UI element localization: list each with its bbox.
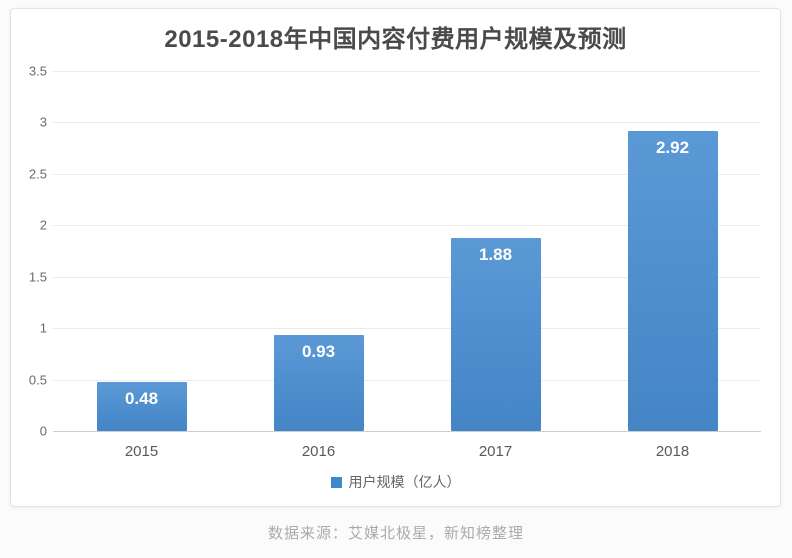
x-tick-label-2016: 2016	[301, 443, 336, 460]
x-axis-line	[53, 431, 761, 432]
x-tick-label-2017: 2017	[478, 443, 513, 460]
y-tick-label: 1	[39, 320, 47, 336]
y-tick-label: 1.5	[28, 269, 47, 285]
bar-2016: 0.93	[273, 335, 364, 431]
bar-2017: 1.88	[450, 237, 541, 431]
gridline	[53, 122, 761, 124]
bar-value-label: 0.93	[301, 342, 336, 362]
bar-value-label: 0.48	[124, 388, 159, 408]
chart-card: 2015-2018年中国内容付费用户规模及预测 0 0.5 1 1.5 2 2.5 3 3.5…	[10, 8, 781, 507]
chart-title: 2015-2018年中国内容付费用户规模及预测	[164, 26, 627, 53]
y-axis: 0 0.5 1 1.5 2 2.5 3 3.5	[11, 64, 47, 439]
bar-2018: 2.92	[627, 130, 718, 431]
legend: 用户规模（亿人）	[11, 472, 780, 492]
data-source: 数据来源：艾媒北极星，新知榜整理	[267, 525, 524, 542]
y-tick-label: 3	[39, 114, 47, 130]
y-tick-label: 2	[39, 217, 47, 233]
plot-area: 0.48 2015 0.93 2016 1.88 2017 2.92 2018	[53, 71, 761, 460]
gridline	[53, 276, 761, 278]
bar-value-label: 2.92	[655, 137, 690, 157]
gridline	[53, 379, 761, 381]
y-tick-label: 0	[39, 423, 47, 439]
bar-2015: 0.48	[96, 381, 187, 431]
legend-label: 用户规模（亿人）	[348, 474, 461, 490]
gridline	[53, 225, 761, 227]
legend-swatch-icon	[330, 476, 342, 488]
x-tick-label-2015: 2015	[124, 443, 159, 460]
gridline	[53, 71, 761, 72]
y-tick-label: 0.5	[28, 372, 47, 388]
gridline	[53, 328, 761, 330]
y-tick-label: 2.5	[28, 166, 47, 182]
gridline	[53, 173, 761, 175]
bar-value-label: 1.88	[478, 244, 513, 264]
y-tick-label: 3.5	[28, 63, 47, 79]
x-tick-label-2018: 2018	[655, 443, 690, 460]
